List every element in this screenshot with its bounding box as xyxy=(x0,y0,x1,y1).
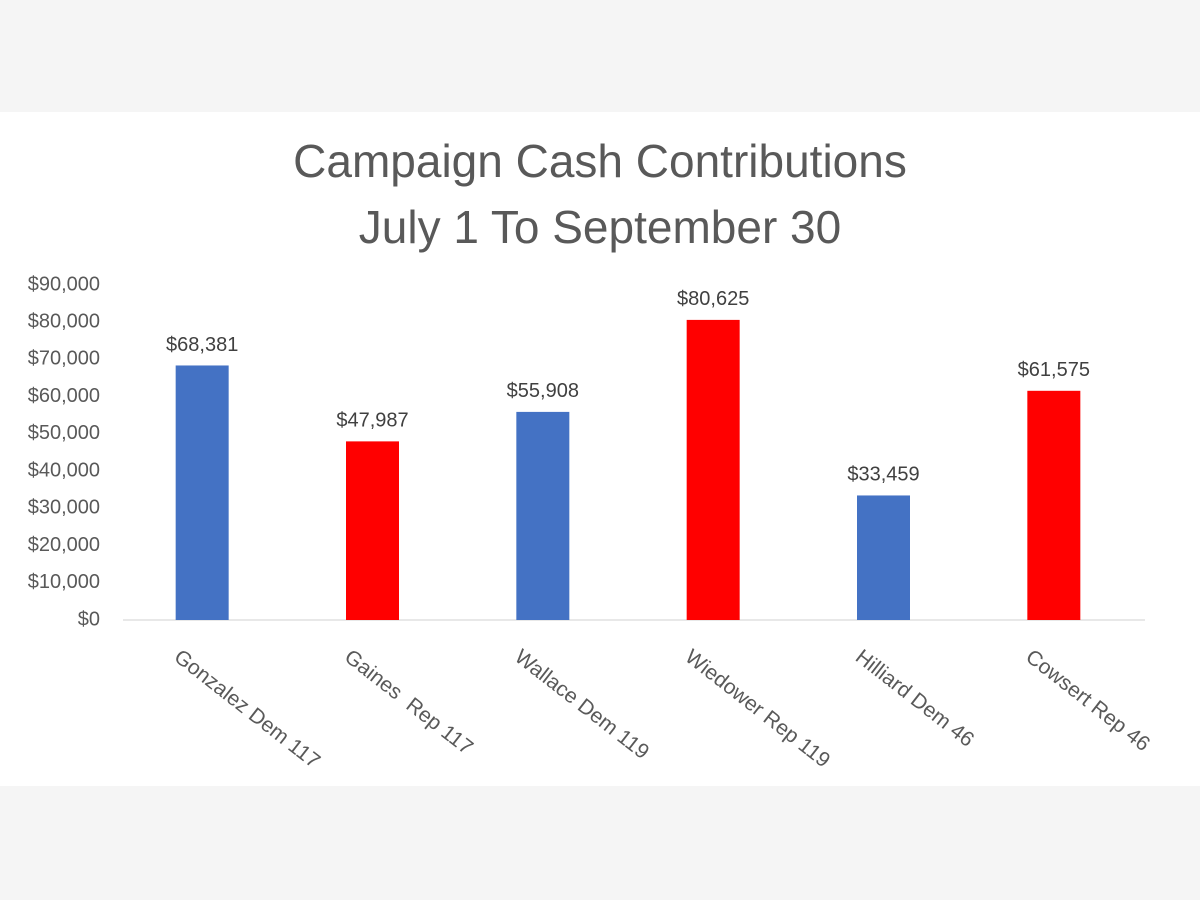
data-label: $55,908 xyxy=(507,380,579,402)
bar xyxy=(516,411,570,620)
data-label: $47,987 xyxy=(336,410,408,432)
y-tick-label: $70,000 xyxy=(28,348,100,370)
bar xyxy=(175,365,229,620)
title-line-1: Campaign Cash Contributions xyxy=(293,135,907,187)
y-tick-label: $50,000 xyxy=(28,422,100,444)
x-category-label: Cowsert Rep 46 xyxy=(1021,645,1154,756)
y-axis: $0 $10,000 $20,000 $30,000 $40,000 $50,000 $60… xyxy=(28,273,100,630)
y-tick-label: $60,000 xyxy=(28,385,100,407)
title-line-2: July 1 To September 30 xyxy=(359,201,841,253)
bar xyxy=(1027,390,1081,620)
y-tick-label: $20,000 xyxy=(28,534,100,556)
bar xyxy=(346,441,399,620)
y-tick-label: $90,000 xyxy=(28,273,100,295)
data-label: $80,625 xyxy=(677,288,749,310)
x-axis: Gonzalez Dem 117 Gaines Rep 117 Wallace De… xyxy=(170,645,1154,773)
x-category-label: Wiedower Rep 119 xyxy=(681,645,835,772)
data-label: $61,575 xyxy=(1018,359,1090,381)
y-tick-label: $80,000 xyxy=(28,311,100,333)
bar xyxy=(857,495,910,620)
bars xyxy=(175,319,1081,620)
data-labels: $68,381 $47,987 $55,908 $80,625 $33,459 $61,5… xyxy=(166,288,1090,486)
y-tick-label: $40,000 xyxy=(28,459,100,481)
x-category-label: Gaines Rep 117 xyxy=(340,645,477,759)
x-category-label: Gonzalez Dem 117 xyxy=(170,645,325,773)
data-label: $33,459 xyxy=(847,464,919,486)
y-tick-label: $0 xyxy=(78,608,100,630)
bar xyxy=(686,319,740,620)
data-label: $68,381 xyxy=(166,334,238,356)
x-category-label: Hilliard Dem 46 xyxy=(851,645,978,752)
y-tick-label: $30,000 xyxy=(28,497,100,519)
y-tick-label: $10,000 xyxy=(28,571,100,593)
x-category-label: Wallace Dem 119 xyxy=(510,645,653,764)
chart-title: Campaign Cash Contributions July 1 To Sep… xyxy=(293,135,907,253)
